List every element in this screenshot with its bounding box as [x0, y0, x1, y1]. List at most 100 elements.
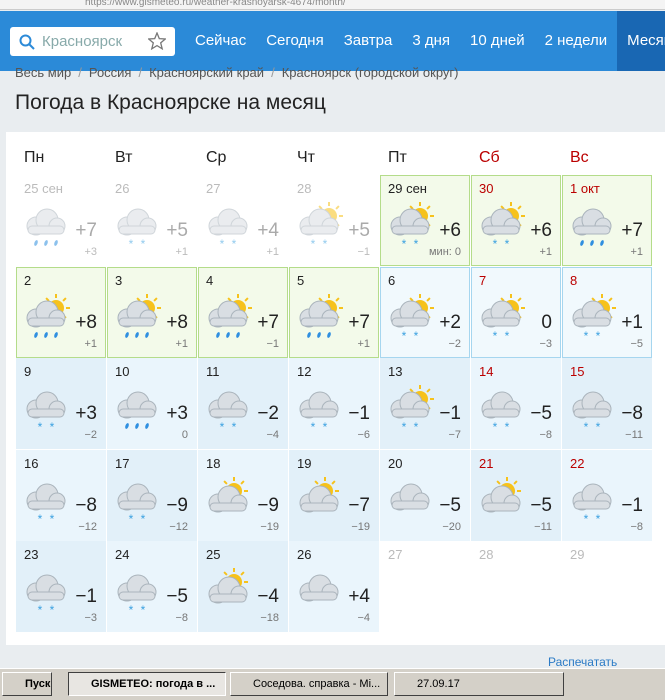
day-cell[interactable]: 2 +8 +1 [16, 266, 106, 358]
day-cell[interactable]: 23 * * −1 −3 [16, 541, 106, 632]
day-cell[interactable]: 10 +3 0 [107, 358, 197, 449]
day-cell[interactable]: 9 * * +3 −2 [16, 358, 106, 449]
day-cell[interactable]: 18 −9 −19 [198, 449, 288, 541]
cloud-part [27, 408, 65, 418]
snowflake: * [584, 329, 589, 342]
temp-max: −8 [621, 403, 643, 424]
cloud-part [300, 408, 338, 418]
day-cell[interactable]: 25 сен +7 +3 [16, 175, 106, 266]
day-cell[interactable]: 28 [471, 541, 561, 632]
day-cell[interactable]: 21 −5 −11 [471, 449, 561, 541]
search-box[interactable]: Красноярск [10, 27, 175, 56]
snowflake: * [323, 420, 328, 433]
temp-max: +1 [621, 311, 643, 333]
sun-ray [409, 205, 414, 210]
day-cell[interactable]: 19 −7 −19 [289, 449, 379, 541]
day-date: 27 [388, 547, 403, 562]
cloud-part [391, 225, 429, 235]
crumb-link[interactable]: Красноярский край [149, 65, 265, 80]
nav-item[interactable]: 2 недели [544, 32, 608, 49]
crumb-link[interactable]: Россия [88, 65, 132, 80]
day-cell[interactable]: 27 * * +4 +1 [198, 175, 288, 266]
calendar: Пн Вт Ср Чт Пт Сб Вс 25 сен +7 +3 26 * * +5 +1 27 * * +4 +1… [6, 132, 665, 645]
rain-drop [327, 331, 331, 338]
temp-min: +1 [175, 337, 188, 350]
day-cell[interactable]: 20 −5 −20 [380, 449, 470, 541]
weekday: Пт [388, 149, 407, 166]
day-cell[interactable]: 12 * * −1 −6 [289, 358, 379, 449]
sun-ray [314, 479, 319, 485]
temp-max: +7 [621, 220, 643, 241]
day-cell[interactable]: 26 +4 −4 [289, 541, 379, 632]
day-cell[interactable]: 29 сен * * +6 мин: 0 [380, 175, 470, 266]
nav-item[interactable]: Месяц [617, 11, 665, 71]
crumb-link[interactable]: Весь мир [15, 65, 72, 80]
day-cell[interactable]: 16 * * −8 −12 [16, 449, 106, 541]
nav-item[interactable]: 3 дня [412, 32, 450, 49]
rain-drop [125, 331, 129, 338]
day-cell[interactable]: 30 * * +6 +1 [471, 175, 561, 266]
weather-icon [299, 476, 339, 512]
snowflake: * [493, 329, 498, 342]
print-link[interactable]: Распечатать [548, 655, 617, 669]
sun-ray [240, 571, 245, 576]
nav-item[interactable]: Завтра [343, 32, 393, 49]
day-cell[interactable]: 1 окт +7 +1 [562, 175, 652, 266]
weather-icon [481, 476, 521, 512]
day-cell[interactable]: 4 +7 −1 [198, 266, 288, 358]
sun-ray [153, 296, 158, 302]
day-cell[interactable]: 17 * * −9 −12 [107, 449, 197, 541]
cloud [117, 483, 157, 510]
snowflake: * [505, 420, 510, 433]
day-cell[interactable]: 7 * * 0 −3 [471, 266, 561, 358]
day-cell[interactable]: 27 [380, 541, 470, 632]
temp-min: +1 [357, 337, 370, 350]
weather-icon [299, 574, 339, 602]
cloud [208, 576, 248, 604]
day-cell[interactable]: 11 * * −2 −4 [198, 358, 288, 449]
day-cell[interactable]: 6 * * +2 −2 [380, 266, 470, 358]
day-cell[interactable]: 13 * * −1 −7 [380, 358, 470, 449]
day-cell[interactable]: 8 * * +1 −5 [562, 266, 652, 358]
day-date: 29 [570, 547, 585, 562]
rain-drop [236, 331, 240, 338]
crumb-link[interactable]: Красноярск (городской округ) [281, 65, 459, 80]
day-cell[interactable]: 15 * * −8 −11 [562, 358, 652, 449]
address-bar[interactable]: https://www.gismeteo.ru/weather-krasnoya… [0, 0, 665, 10]
day-cell[interactable]: 24 * * −5 −8 [107, 541, 197, 632]
star-icon[interactable] [148, 32, 166, 50]
sun-ray [223, 479, 228, 485]
day-date: 23 [24, 547, 39, 562]
day-cell[interactable]: 28 * * +5 −1 [289, 175, 379, 266]
day-cell[interactable]: 3 +8 +1 [107, 266, 197, 358]
cloud [208, 485, 248, 512]
start-button[interactable]: Пуск [2, 672, 52, 696]
day-cell[interactable]: 26 * * +5 +1 [107, 175, 197, 266]
cloud-part [573, 500, 611, 509]
sun-ray [608, 296, 613, 302]
day-cell[interactable]: 25 −4 −18 [198, 541, 288, 632]
day-cell[interactable]: 22 * * −1 −8 [562, 449, 652, 541]
task-button[interactable]: GISMETEO: погода в ... [68, 672, 226, 696]
temp-min: −5 [630, 337, 643, 350]
day-cell[interactable]: 29 [562, 541, 652, 632]
day-cell[interactable]: 5 +7 +1 [289, 266, 379, 358]
sun-ray [45, 296, 50, 302]
crumb-separator: / [138, 65, 143, 80]
day-date: 29 сен [388, 181, 427, 196]
nav-item[interactable]: Сегодня [266, 32, 324, 49]
cloud-part [573, 317, 611, 326]
search-icon-circle [19, 34, 32, 47]
temp-min: −19 [260, 520, 279, 533]
day-date: 17 [115, 455, 130, 471]
task-button[interactable]: 27.09.17 [394, 672, 564, 696]
snowflake: * [414, 237, 419, 250]
nav-item[interactable]: Сейчас [195, 32, 247, 49]
day-cell[interactable]: 14 * * −5 −8 [471, 358, 561, 449]
temp-min: −7 [448, 429, 461, 441]
task-button[interactable]: Соседова. справка - Mi... [230, 672, 388, 696]
day-date: 18 [206, 455, 221, 471]
nav-item[interactable]: 10 дней [470, 32, 525, 49]
cloud-part [391, 408, 429, 418]
